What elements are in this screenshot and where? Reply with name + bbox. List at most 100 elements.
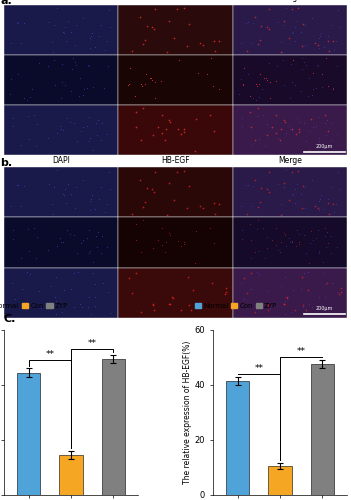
Point xyxy=(155,124,160,132)
Point xyxy=(306,147,312,155)
Point xyxy=(264,185,270,193)
Point xyxy=(93,120,99,128)
Point xyxy=(290,56,296,64)
Point xyxy=(322,205,327,213)
Point xyxy=(316,250,322,258)
Point xyxy=(138,176,143,184)
Point xyxy=(195,68,201,76)
Point xyxy=(337,310,343,318)
Point xyxy=(84,122,90,130)
Point xyxy=(240,80,246,88)
Point xyxy=(33,254,38,262)
Point xyxy=(98,136,104,144)
Point xyxy=(243,181,249,189)
Point xyxy=(192,147,197,155)
Point xyxy=(88,195,94,203)
Point xyxy=(239,114,245,122)
Point xyxy=(312,40,318,48)
Point xyxy=(86,250,92,258)
Point xyxy=(248,142,253,150)
Point xyxy=(329,232,334,239)
Point xyxy=(186,20,192,28)
Point xyxy=(25,268,30,276)
Point xyxy=(294,180,300,188)
Point xyxy=(316,137,322,145)
Point xyxy=(315,113,321,121)
Point xyxy=(301,270,306,278)
Point xyxy=(282,296,288,304)
Point xyxy=(99,183,104,191)
Point xyxy=(253,96,259,104)
Point xyxy=(243,18,249,26)
Point xyxy=(247,220,253,228)
Point xyxy=(265,132,270,140)
Point xyxy=(254,82,260,90)
Point xyxy=(313,84,319,92)
Point xyxy=(26,247,32,255)
Point xyxy=(212,210,218,218)
Point xyxy=(46,180,52,188)
Point xyxy=(174,5,180,13)
Point xyxy=(259,22,264,30)
Point xyxy=(164,238,169,246)
Point xyxy=(322,224,328,232)
Point xyxy=(164,211,170,219)
Point xyxy=(86,137,92,145)
Point xyxy=(125,81,131,89)
Point xyxy=(281,116,286,124)
Point xyxy=(140,40,146,48)
Point xyxy=(80,91,86,99)
Point xyxy=(52,21,57,29)
Point xyxy=(294,17,300,25)
Point xyxy=(27,94,33,102)
Point xyxy=(322,294,327,302)
Point xyxy=(264,76,270,84)
Text: b.: b. xyxy=(0,158,12,168)
Bar xyxy=(118,268,233,318)
Point xyxy=(91,258,96,266)
Point xyxy=(31,224,37,232)
Point xyxy=(184,42,190,50)
Point xyxy=(212,48,218,56)
Point xyxy=(306,260,312,268)
Point xyxy=(15,181,21,189)
Point xyxy=(239,235,245,243)
Point xyxy=(289,238,295,246)
Point xyxy=(207,112,213,120)
Point xyxy=(266,168,272,176)
Point xyxy=(299,204,305,212)
Point xyxy=(67,230,73,238)
Point xyxy=(64,226,70,234)
Point xyxy=(102,208,107,216)
Point xyxy=(323,54,329,62)
Point xyxy=(326,199,331,207)
Point xyxy=(251,19,256,27)
Point xyxy=(58,94,64,102)
Point xyxy=(105,62,111,70)
Point xyxy=(322,302,327,310)
Point xyxy=(316,197,322,205)
Point xyxy=(133,220,138,228)
Point xyxy=(46,246,51,254)
Text: DAPI: DAPI xyxy=(52,0,70,2)
Point xyxy=(52,184,57,192)
Point xyxy=(278,211,284,219)
Point xyxy=(247,92,253,100)
Point xyxy=(73,183,79,191)
Point xyxy=(254,112,260,120)
Point xyxy=(164,126,169,134)
Point xyxy=(86,113,92,121)
Point xyxy=(95,228,100,236)
Point xyxy=(153,94,158,102)
Point xyxy=(310,176,315,184)
Point xyxy=(93,280,98,287)
Bar xyxy=(4,5,118,55)
Bar xyxy=(118,55,233,105)
Point xyxy=(204,70,210,78)
Point xyxy=(93,232,99,240)
Point xyxy=(15,18,21,26)
Point xyxy=(301,231,306,239)
Point xyxy=(127,64,132,72)
Point xyxy=(292,306,298,314)
Point xyxy=(283,166,289,174)
